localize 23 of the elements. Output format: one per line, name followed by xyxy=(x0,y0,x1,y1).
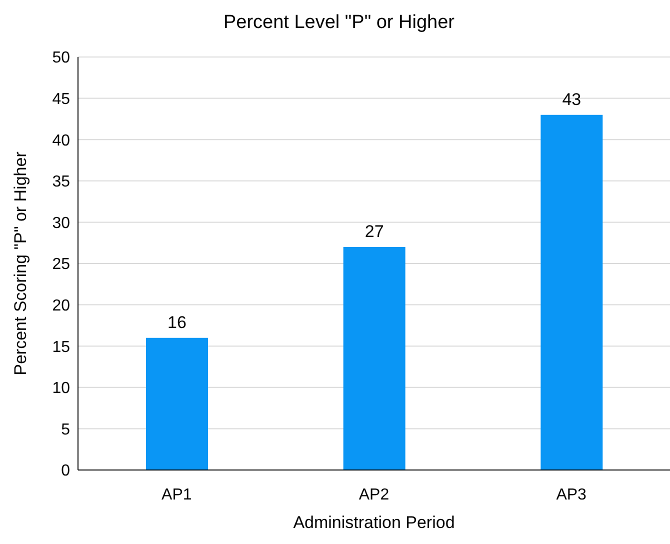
x-axis-title: Administration Period xyxy=(293,513,455,532)
x-tick-label: AP2 xyxy=(358,486,390,504)
y-tick-label: 30 xyxy=(52,214,70,232)
bar xyxy=(540,114,603,470)
chart-title: Percent Level "P" or Higher xyxy=(222,11,456,35)
x-tick-label: AP1 xyxy=(162,486,192,504)
y-tick-label: 20 xyxy=(52,297,70,314)
y-tick-label: 45 xyxy=(52,90,70,108)
y-tick-label: 25 xyxy=(52,256,70,274)
y-tick-label: 10 xyxy=(52,380,70,398)
data-label: 27 xyxy=(364,222,384,241)
y-axis-title: Percent Scoring "P" or Higher xyxy=(11,151,30,376)
y-tick-label: 40 xyxy=(52,132,70,150)
data-label: 43 xyxy=(562,90,582,109)
y-tick-label: 15 xyxy=(52,338,70,356)
data-label: 16 xyxy=(168,312,186,332)
y-tick-label: 0 xyxy=(61,462,70,480)
y-tick-label: 35 xyxy=(52,174,70,191)
bar xyxy=(343,246,406,470)
x-tick-label: AP3 xyxy=(556,486,587,504)
bar xyxy=(146,338,208,470)
y-tick-label: 5 xyxy=(61,421,70,438)
y-tick-label: 50 xyxy=(52,50,70,67)
